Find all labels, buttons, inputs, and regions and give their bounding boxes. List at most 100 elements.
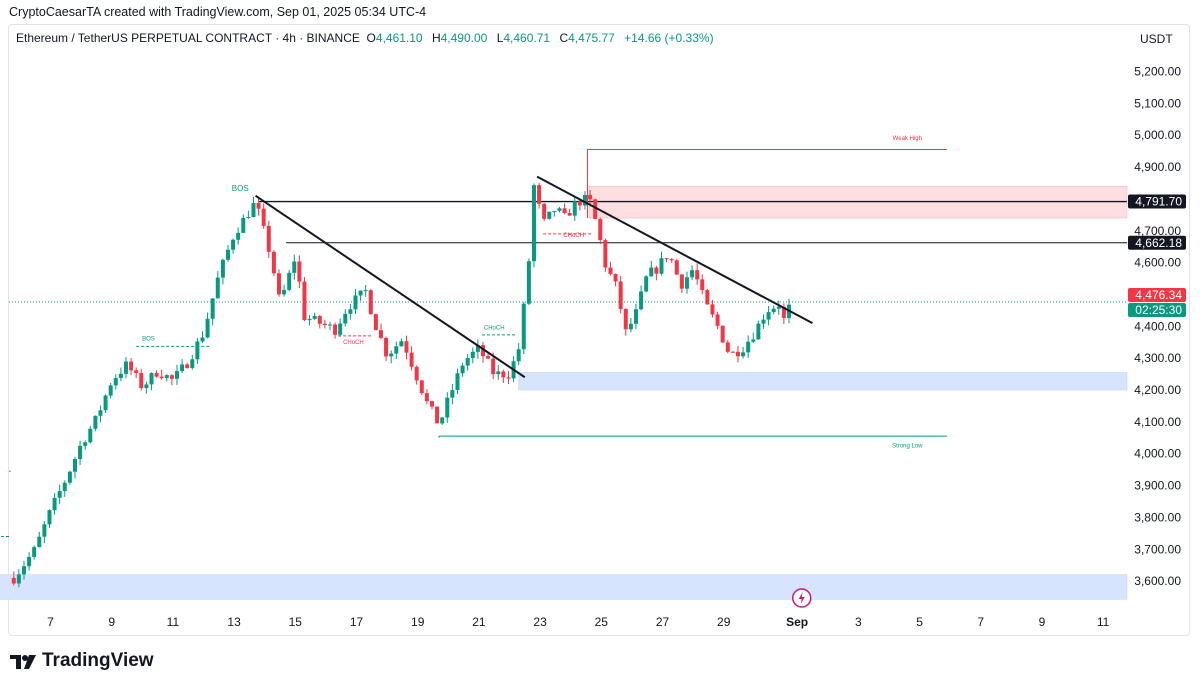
candle-body	[287, 272, 292, 290]
candle-body	[225, 249, 230, 260]
zone-demand-low	[0, 574, 1128, 600]
candle-body	[88, 428, 93, 443]
candle-body	[83, 442, 88, 446]
change-value: +14.66 (+0.33%)	[624, 31, 714, 45]
candle-body	[282, 289, 287, 295]
candle-body	[399, 341, 404, 347]
y-tick-label: 4,600.00	[1134, 256, 1181, 270]
candle-body	[618, 281, 623, 309]
candle-body	[582, 194, 587, 206]
current-price-tag	[1128, 287, 1186, 302]
candle-body	[562, 208, 567, 214]
currency-label[interactable]: USDT	[1140, 32, 1173, 46]
candle-body	[190, 359, 195, 369]
candle-body	[52, 497, 57, 511]
high-value: 4,490.00	[440, 31, 488, 45]
candle-body	[210, 298, 215, 319]
candle-body	[307, 318, 312, 321]
candle-body	[537, 185, 542, 204]
candle-body	[741, 352, 746, 357]
candle-body	[159, 376, 164, 379]
y-tick-label: 4,700.00	[1134, 224, 1181, 238]
candle-body	[644, 276, 649, 292]
candle-body	[27, 556, 32, 567]
candle-body	[588, 194, 593, 200]
candle-body	[129, 361, 134, 371]
chart-frame	[8, 24, 1190, 636]
close-value: 4,475.77	[568, 31, 615, 45]
candle-body	[98, 410, 103, 416]
candle-body	[47, 510, 52, 525]
candle-body	[144, 384, 149, 389]
candle-body	[343, 313, 348, 324]
annotation-label: Weak High	[893, 136, 922, 142]
x-tick-label: Sep	[786, 615, 808, 629]
tradingview-logo[interactable]: TradingView	[10, 650, 154, 672]
candle-body	[174, 371, 179, 379]
candle-body	[730, 351, 735, 353]
candle-body	[649, 267, 654, 277]
y-tick-label: 3,900.00	[1134, 479, 1181, 493]
candle-body	[445, 397, 450, 418]
candle-body	[271, 251, 276, 274]
candle-body	[200, 337, 205, 342]
candle-body	[185, 364, 190, 369]
high-label: H	[431, 31, 441, 45]
candle-body	[389, 353, 394, 357]
candle-body	[684, 277, 689, 289]
candle-body	[404, 341, 409, 353]
candle-body	[241, 217, 246, 233]
candle-body	[695, 270, 700, 280]
candle-body	[195, 341, 200, 360]
candle-body	[297, 261, 302, 282]
candle-body	[480, 345, 485, 357]
candle-body	[715, 314, 720, 326]
candle-body	[312, 316, 317, 319]
y-tick-label: 5,200.00	[1134, 65, 1181, 79]
x-tick-label: 7	[47, 615, 54, 629]
candle-body	[16, 574, 21, 584]
candle-body	[475, 345, 480, 352]
candle-body	[322, 323, 327, 325]
candle-body	[348, 309, 353, 314]
x-tick-label: 7	[977, 615, 984, 629]
candle-body	[338, 323, 343, 335]
current-price-label: 4,476.34	[1135, 288, 1182, 302]
candle-body	[429, 401, 434, 407]
candle-body	[78, 445, 83, 459]
candle-body	[118, 373, 123, 379]
candle-body	[674, 260, 679, 275]
countdown-label: 02:25:30	[1135, 303, 1182, 317]
candle-body	[333, 324, 338, 335]
candle-body	[72, 458, 77, 472]
x-tick-label: 13	[227, 615, 241, 629]
candle-body	[526, 261, 531, 304]
candle-body	[32, 547, 37, 557]
candle-body	[776, 306, 781, 309]
candle-body	[725, 342, 730, 352]
x-tick-label: 9	[1039, 615, 1046, 629]
countdown-tag	[1128, 302, 1186, 317]
candle-body	[103, 395, 108, 411]
candle-body	[659, 258, 664, 274]
candle-body	[384, 337, 389, 357]
x-tick-label: 11	[1097, 615, 1110, 629]
candle-body	[700, 279, 705, 291]
candle-body	[358, 290, 363, 296]
candle-body	[266, 225, 271, 252]
candle-body	[496, 371, 501, 375]
candle-body	[628, 323, 633, 330]
candle-body	[409, 352, 414, 367]
candle-body	[363, 290, 368, 292]
candle-body	[123, 361, 128, 374]
candle-body	[455, 373, 460, 391]
candle-body	[460, 365, 465, 374]
y-tick-label: 5,000.00	[1134, 128, 1181, 142]
open-value: 4,461.10	[375, 31, 423, 45]
candle-body	[169, 375, 174, 379]
symbol-legend: Ethereum / TetherUS PERPETUAL CONTRACT ·…	[16, 31, 720, 45]
candle-body	[557, 208, 562, 211]
symbol-title[interactable]: Ethereum / TetherUS PERPETUAL CONTRACT ·…	[16, 31, 360, 45]
x-tick-label: 19	[411, 615, 425, 629]
